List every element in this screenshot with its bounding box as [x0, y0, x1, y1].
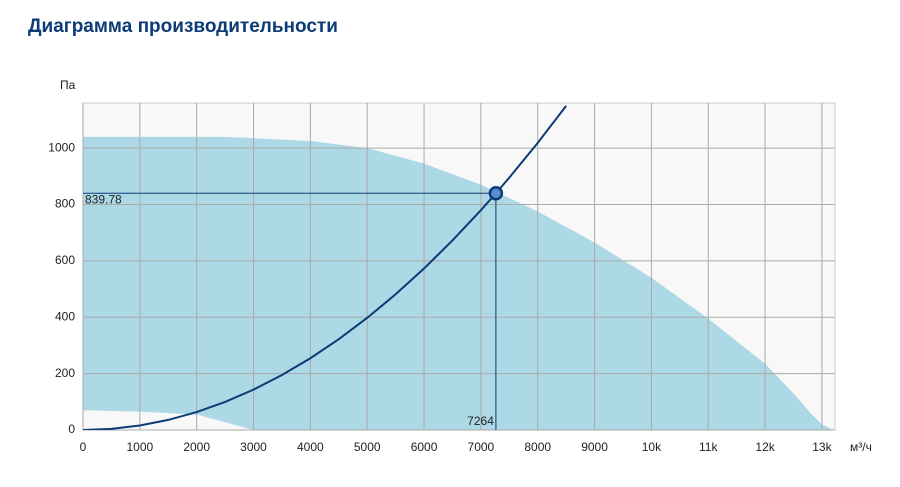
- point-x-label: 7264: [467, 414, 494, 428]
- x-tick-label: 12k: [755, 440, 775, 454]
- x-tick-label: 0: [80, 440, 87, 454]
- x-axis-label: м³/ч: [850, 440, 872, 454]
- operating-point: [488, 186, 504, 201]
- operating-region: [83, 136, 834, 431]
- x-tick-label: 10k: [642, 440, 662, 454]
- x-tick-label: 13k: [812, 440, 832, 454]
- x-tick-label: 3000: [240, 440, 267, 454]
- x-tick-label: 9000: [581, 440, 608, 454]
- x-tick-label: 6000: [411, 440, 438, 454]
- x-tick-label: 5000: [354, 440, 381, 454]
- point-y-label: 839.78: [85, 192, 122, 206]
- x-tick-label: 11k: [699, 440, 718, 454]
- y-tick-label: 1000: [48, 140, 75, 154]
- y-tick-label: 800: [55, 197, 75, 211]
- y-tick-label: 200: [55, 366, 75, 380]
- x-tick-label: 2000: [183, 440, 210, 454]
- y-tick-label: 400: [55, 309, 75, 323]
- x-tick-label: 8000: [524, 440, 551, 454]
- y-tick-label: 0: [68, 422, 75, 436]
- y-axis-label: Па: [60, 78, 76, 92]
- chart-title: Диаграмма производительности: [28, 16, 338, 37]
- x-tick-label: 1000: [126, 440, 153, 454]
- y-tick-label: 600: [55, 253, 75, 267]
- x-tick-label: 4000: [297, 440, 324, 454]
- x-tick-label: 7000: [468, 440, 495, 454]
